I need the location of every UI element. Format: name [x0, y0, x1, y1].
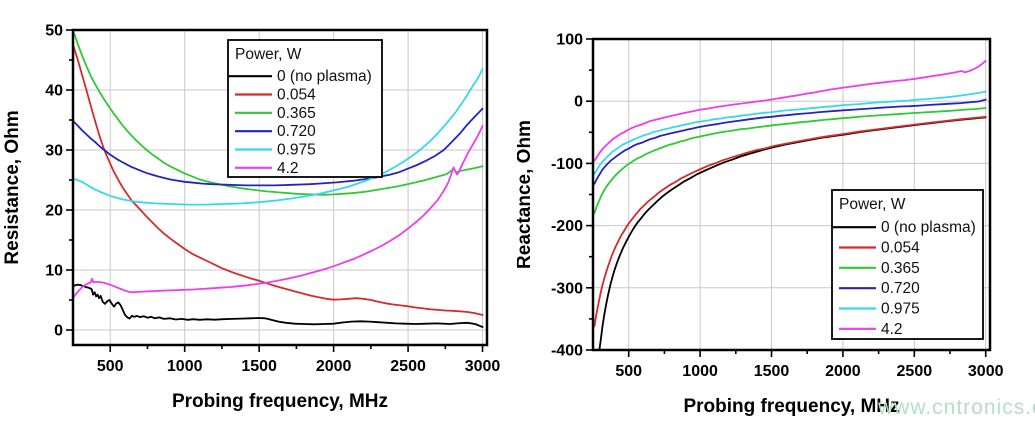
- y-tick-label: 50: [45, 23, 63, 40]
- resistance-chart: 500 1000 1500 2000 2500 3000 0 10 20 30 40 50 Probin…: [0, 0, 517, 427]
- y-tick-label: -300: [551, 280, 583, 297]
- y-tick-label: 30: [45, 143, 63, 160]
- legend-label: 4.2: [881, 321, 903, 338]
- series-line-0.365: [73, 32, 484, 196]
- legend-label: 4.2: [277, 160, 299, 177]
- series-group: [73, 32, 484, 328]
- y-tick-label: 20: [45, 203, 63, 220]
- legend-label: 0 (no plasma): [277, 68, 372, 85]
- y-tick-label: 0: [54, 323, 63, 340]
- x-tick-label: 2500: [897, 363, 933, 380]
- legend-title: Power, W: [839, 196, 906, 213]
- x-axis-title: Probing frequency, MHz: [172, 391, 388, 412]
- legend-label: 0.975: [881, 301, 920, 318]
- legend: Power, W 0 (no plasma) 0.054 0.365 0.720 0.97…: [831, 189, 984, 340]
- legend-label: 0.054: [277, 87, 316, 104]
- legend-label: 0.720: [277, 123, 316, 140]
- x-tick-label: 2000: [825, 363, 861, 380]
- x-tick-label: 2000: [316, 358, 352, 375]
- series-line-0.975: [73, 68, 484, 206]
- legend-label: 0.054: [881, 240, 920, 257]
- legend-label: 0.975: [277, 142, 316, 159]
- series-line-0-no-plasma-: [73, 283, 484, 328]
- resistance-plot: 500 1000 1500 2000 2500 3000 0 10 20 30 40 50 Probin…: [2, 23, 500, 413]
- series-line-0.365: [593, 107, 987, 215]
- y-tick-label: 40: [45, 83, 63, 100]
- y-tick-label: -400: [551, 343, 583, 360]
- legend-label: 0 (no plasma): [881, 219, 976, 236]
- y-axis-title: Resistance, Ohm: [2, 110, 23, 264]
- y-tick-label: 10: [45, 263, 63, 280]
- x-tick-label: 500: [97, 358, 124, 375]
- y-tick-label: -200: [551, 218, 583, 235]
- x-tick-label: 1000: [167, 358, 203, 375]
- y-tick-label: 0: [574, 94, 583, 111]
- tick-labels: 500 1000 1500 2000 2500 3000 0 10 20 30 40 50: [45, 23, 500, 376]
- series-line-0.975: [593, 90, 987, 175]
- series-line-0.720: [73, 107, 484, 187]
- legend-label: 0.365: [277, 105, 316, 122]
- series-group: [593, 59, 987, 350]
- x-tick-label: 3000: [968, 363, 1004, 380]
- x-axis-title: Probing frequency, MHz: [683, 396, 899, 417]
- x-tick-label: 1500: [241, 358, 277, 375]
- y-tick-label: -100: [551, 156, 583, 173]
- plot-border: [71, 28, 489, 347]
- legend-label: 0.365: [881, 260, 920, 277]
- series-line-0.054: [593, 115, 987, 328]
- watermark: www.cntronics.com: [878, 396, 1035, 419]
- legend-label: 0.720: [881, 280, 920, 297]
- series-line-4.2: [593, 59, 987, 162]
- series-line-0.720: [593, 98, 987, 185]
- legend-box: [831, 189, 984, 340]
- x-tick-label: 3000: [465, 358, 501, 375]
- tick-labels: 500 1000 1500 2000 2500 3000-400-300-200-1000…: [551, 32, 1004, 381]
- x-tick-label: 1500: [754, 363, 790, 380]
- x-tick-label: 2500: [390, 358, 426, 375]
- series-line-0.054: [73, 45, 484, 316]
- reactance-plot: 500 1000 1500 2000 2500 3000-400-300-200-1000…: [517, 32, 1004, 418]
- legend-title: Power, W: [235, 46, 302, 63]
- legend-box: [227, 39, 383, 178]
- x-tick-label: 1000: [682, 363, 718, 380]
- reactance-chart: 500 1000 1500 2000 2500 3000 -400 -300 -200 -100 0…: [517, 0, 1035, 427]
- plot-border: [591, 37, 992, 352]
- y-tick-label: 100: [556, 32, 583, 49]
- series-line-4.2: [73, 125, 484, 299]
- x-tick-label: 500: [615, 363, 642, 380]
- y-axis-title: Reactance, Ohm: [517, 120, 535, 269]
